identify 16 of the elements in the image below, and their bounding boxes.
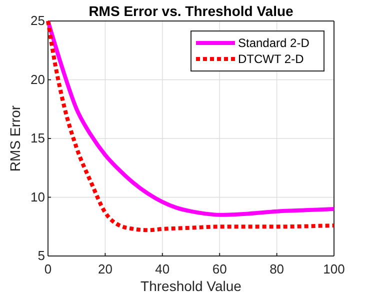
- y-tick-label: 25: [30, 13, 45, 28]
- x-axis-title: Threshold Value: [140, 278, 242, 294]
- y-tick-label: 20: [30, 72, 45, 87]
- y-axis-title: RMS Error: [7, 105, 23, 172]
- x-tick-label: 40: [155, 261, 170, 276]
- y-tick-label: 5: [38, 248, 45, 264]
- legend-label: Standard 2-D: [238, 36, 310, 50]
- y-tick-label: 10: [30, 189, 45, 204]
- x-tick-label: 80: [270, 261, 284, 276]
- x-tick-label: 60: [212, 261, 227, 276]
- x-tick-label: 0: [44, 261, 52, 276]
- x-tick-label: 100: [323, 261, 345, 276]
- legend-label: DTCWT 2-D: [238, 52, 304, 66]
- chart-title: RMS Error vs. Threshold Value: [88, 3, 294, 19]
- x-tick-label: 20: [98, 261, 112, 276]
- y-tick-label: 15: [30, 130, 45, 146]
